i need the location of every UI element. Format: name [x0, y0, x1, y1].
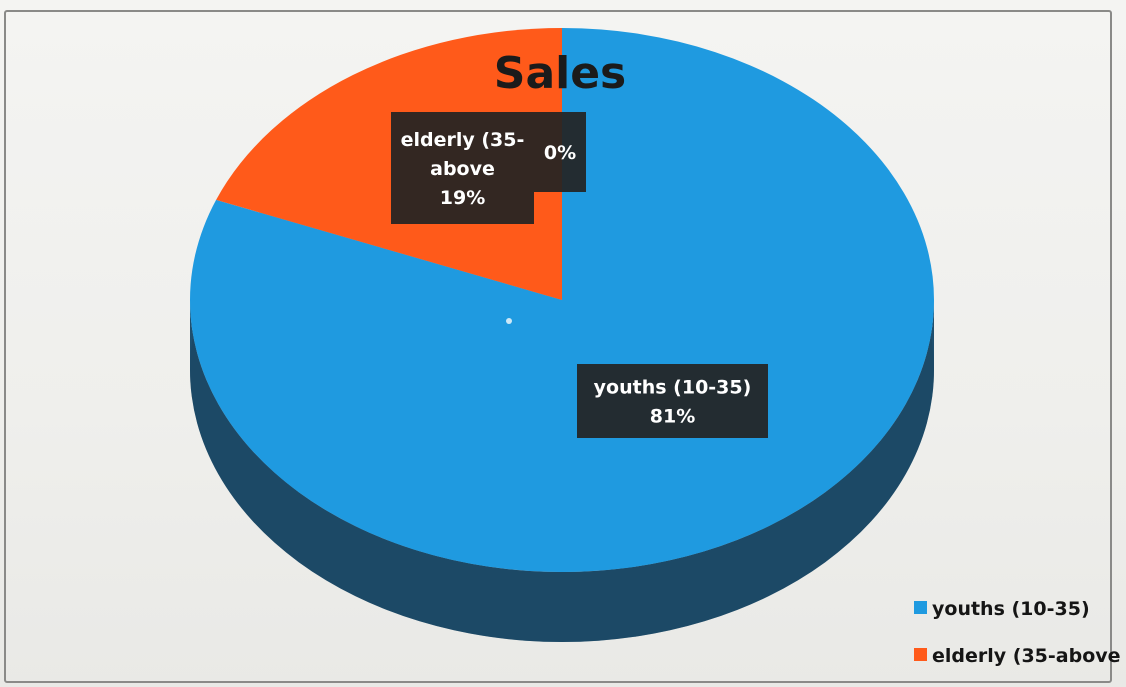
data-label-text: 0%: [544, 142, 576, 164]
data-label-text: 19%: [440, 187, 485, 209]
data-label-text: above: [430, 158, 495, 180]
data-label-box: [534, 112, 586, 192]
legend-item: youths (10-35): [914, 598, 1090, 620]
legend-swatch: [914, 601, 927, 614]
legend-label: elderly (35-above: [932, 645, 1121, 667]
data-label-text: 81%: [650, 406, 695, 428]
data-label-text: elderly (35-: [401, 129, 525, 151]
data-label-zero: 0%: [534, 112, 586, 192]
chart-title: Sales: [494, 48, 627, 99]
data-label-elderly: elderly (35- above 19%: [391, 112, 534, 224]
pie-center-dot: [506, 318, 512, 324]
pie-side: [190, 300, 934, 642]
legend-swatch: [914, 648, 927, 661]
data-label-box: [391, 112, 534, 224]
chart-legend: youths (10-35) elderly (35-above: [914, 598, 1121, 667]
legend-label: youths (10-35): [932, 598, 1090, 620]
data-label-box: [577, 364, 768, 438]
data-label-text: youths (10-35): [594, 377, 752, 399]
slice-elderly: [216, 28, 562, 300]
data-label-youths: youths (10-35) 81%: [577, 364, 768, 438]
legend-item: elderly (35-above: [914, 645, 1121, 667]
